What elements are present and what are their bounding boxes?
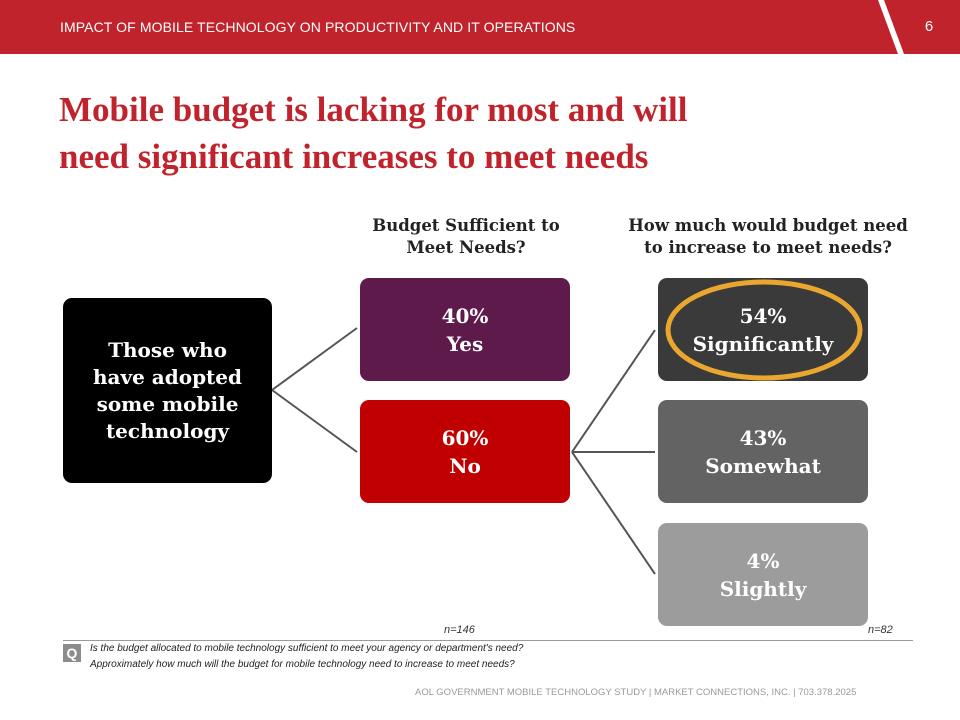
somewhat-label: Somewhat <box>705 453 821 478</box>
question-line-2: Approximately how much will the budget f… <box>90 659 515 670</box>
increase-heading: How much would budget need to increase t… <box>596 215 940 259</box>
significantly-label: Significantly <box>692 331 834 356</box>
root-line-2: have adopted <box>92 364 243 389</box>
connector-no-slightly <box>571 451 656 575</box>
connector-no-significantly <box>571 329 656 453</box>
connector-root-yes <box>271 327 358 391</box>
header-banner-shape <box>0 0 960 54</box>
increase-heading-line-2: to increase to meet needs? <box>644 238 892 257</box>
root-line-3: some mobile <box>96 391 239 416</box>
no-label: No <box>449 453 481 478</box>
increase-heading-line-1: How much would budget need <box>628 216 908 235</box>
headline-line-1: Mobile budget is lacking for most and wi… <box>59 90 688 129</box>
footnote-divider <box>63 640 913 641</box>
significantly-percent: 54% <box>739 303 787 328</box>
header-banner: IMPACT OF MOBILE TECHNOLOGY ON PRODUCTIV… <box>0 0 960 54</box>
sufficient-heading: Budget Sufficient to Meet Needs? <box>352 215 580 259</box>
root-line-4: technology <box>105 418 230 443</box>
highlight-ellipse <box>665 279 863 381</box>
no-box: 60% No <box>360 400 570 503</box>
slightly-percent: 4% <box>746 548 780 573</box>
headline-line-2: need significant increases to meet needs <box>59 137 649 176</box>
footer-credit: AOL GOVERNMENT MOBILE TECHNOLOGY STUDY |… <box>415 687 857 698</box>
page-number: 6 <box>924 18 934 35</box>
yes-box: 40% Yes <box>360 278 570 381</box>
yes-percent: 40% <box>441 303 489 328</box>
connector-root-no <box>271 389 358 453</box>
slide-headline: Mobile budget is lacking for most and wi… <box>59 86 879 180</box>
n-right-label: n=82 <box>868 624 893 636</box>
root-line-1: Those who <box>108 337 227 362</box>
root-box-adopters: Those who have adopted some mobile techn… <box>63 298 272 483</box>
no-percent: 60% <box>441 425 489 450</box>
sufficient-heading-line-2: Meet Needs? <box>406 238 526 257</box>
somewhat-box: 43% Somewhat <box>658 400 868 503</box>
n-left-label: n=146 <box>444 624 475 636</box>
somewhat-percent: 43% <box>739 425 787 450</box>
yes-label: Yes <box>446 331 484 356</box>
sufficient-heading-line-1: Budget Sufficient to <box>372 216 560 235</box>
slightly-box: 4% Slightly <box>658 523 868 626</box>
question-icon: Q <box>63 644 81 662</box>
slightly-label: Slightly <box>719 576 807 601</box>
question-line-1: Is the budget allocated to mobile techno… <box>90 643 524 654</box>
section-title: IMPACT OF MOBILE TECHNOLOGY ON PRODUCTIV… <box>60 19 576 35</box>
